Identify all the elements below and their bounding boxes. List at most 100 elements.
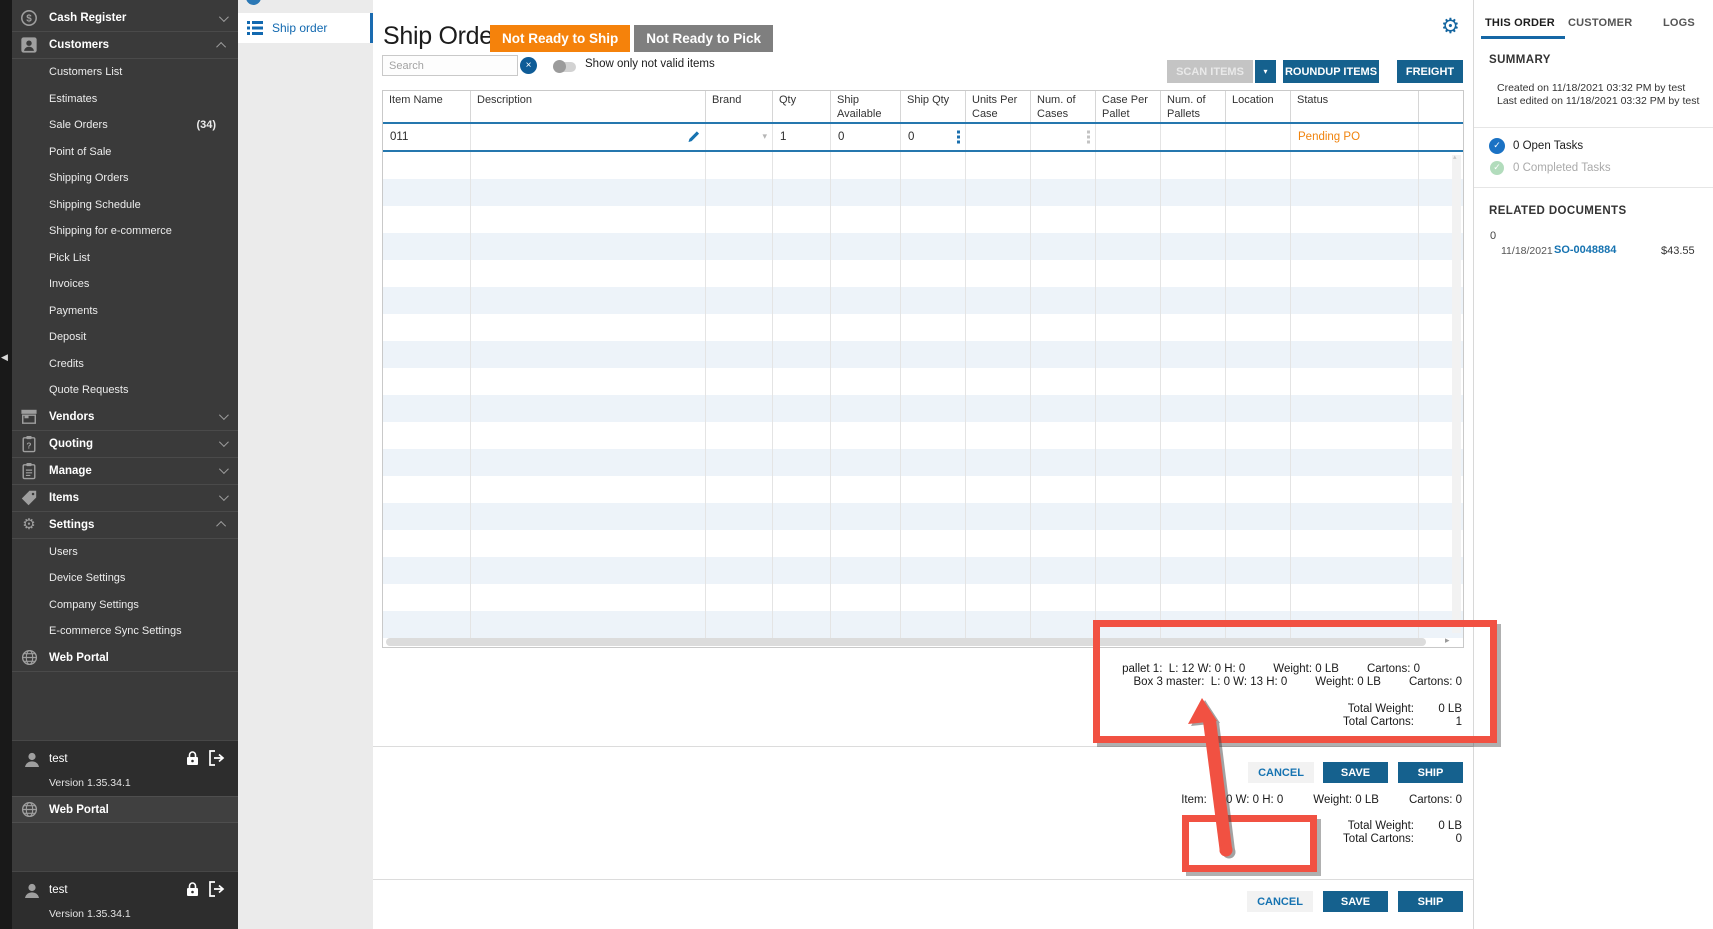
kebab-menu-icon[interactable] [957, 130, 960, 144]
ship-button[interactable]: SHIP [1398, 891, 1463, 912]
sidebar-item[interactable]: Payments [12, 298, 238, 325]
save-button[interactable]: SAVE [1323, 891, 1388, 912]
cell-ship-available[interactable]: 0 [831, 124, 901, 150]
sidebar-item[interactable]: ? Quoting [12, 431, 238, 458]
column-header[interactable]: Ship Qty [901, 91, 966, 122]
empty-table-row[interactable] [383, 422, 1463, 449]
empty-table-row[interactable] [383, 260, 1463, 287]
scroll-up-icon[interactable]: ▴ [1453, 153, 1457, 161]
cell-qty[interactable]: 1 [773, 124, 831, 150]
empty-table-row[interactable] [383, 314, 1463, 341]
save-button[interactable]: SAVE [1323, 762, 1388, 783]
sidebar-item[interactable]: Web Portal [12, 645, 238, 672]
edit-description-icon[interactable] [687, 131, 700, 144]
column-header[interactable]: Location [1226, 91, 1291, 122]
sidebar-item[interactable]: Shipping Orders [12, 165, 238, 192]
empty-table-row[interactable] [383, 530, 1463, 557]
cell-item-name[interactable]: 011 [383, 124, 471, 150]
empty-table-row[interactable] [383, 557, 1463, 584]
ship-button[interactable]: SHIP [1398, 762, 1463, 783]
empty-table-row[interactable] [383, 206, 1463, 233]
sidebar-item[interactable]: Pick List [12, 245, 238, 272]
column-header[interactable]: Case Per Pallet [1096, 91, 1161, 122]
empty-table-row[interactable] [383, 287, 1463, 314]
sidebar-item[interactable]: Customers List [12, 59, 238, 86]
empty-table-row[interactable] [383, 584, 1463, 611]
scan-items-button[interactable]: SCAN ITEMS [1167, 60, 1253, 83]
sidebar-item-web-portal[interactable]: Web Portal [12, 796, 238, 823]
scroll-right-icon[interactable]: ▸ [1445, 636, 1450, 646]
empty-table-row[interactable] [383, 152, 1463, 179]
column-header[interactable]: Units Per Case [966, 91, 1031, 122]
column-header[interactable]: Ship Available [831, 91, 901, 122]
lock-icon[interactable] [185, 750, 200, 771]
gear-icon[interactable]: ⚙ [1441, 14, 1460, 38]
cell-units-per-case[interactable] [966, 124, 1031, 150]
sidebar-item[interactable]: Vendors [12, 404, 238, 431]
tab-this-order[interactable]: THIS ORDER [1485, 17, 1555, 29]
sidebar-item[interactable]: Sale Orders (34) [12, 112, 238, 139]
sidebar-item[interactable]: Users [12, 539, 238, 566]
sidebar-item[interactable]: Estimates [12, 86, 238, 113]
sidebar-item[interactable]: Manage [12, 458, 238, 485]
search-input[interactable] [382, 55, 518, 76]
empty-table-row[interactable] [383, 368, 1463, 395]
horizontal-scrollbar[interactable] [386, 638, 1426, 646]
collapse-sidebar-arrow-icon[interactable]: ◀ [1, 352, 8, 362]
logout-icon[interactable] [208, 881, 225, 902]
scan-items-dropdown-button[interactable]: ▾ [1255, 60, 1276, 83]
cancel-button[interactable]: CANCEL [1248, 762, 1314, 783]
empty-table-row[interactable] [383, 395, 1463, 422]
document-link[interactable]: SO-0048884 [1554, 244, 1617, 256]
cell-case-per-pallet[interactable] [1096, 124, 1161, 150]
empty-table-row[interactable] [383, 503, 1463, 530]
cell-num-of-pallets[interactable] [1161, 124, 1226, 150]
empty-table-row[interactable] [383, 449, 1463, 476]
roundup-items-button[interactable]: ROUNDUP ITEMS [1283, 60, 1379, 83]
sidebar-item[interactable]: $ Cash Register [12, 5, 238, 32]
sidebar-item[interactable]: E-commerce Sync Settings [12, 618, 238, 645]
empty-table-row[interactable] [383, 233, 1463, 260]
sidebar-item[interactable]: Invoices [12, 271, 238, 298]
empty-table-row[interactable] [383, 179, 1463, 206]
cell-ship-qty[interactable]: 0 [901, 124, 966, 150]
sidebar-item[interactable]: Items [12, 485, 238, 512]
empty-table-row[interactable] [383, 611, 1463, 638]
tab-customer[interactable]: CUSTOMER [1568, 17, 1633, 29]
clear-search-icon[interactable]: × [520, 57, 537, 74]
sidebar-item[interactable]: ⚙ Settings [12, 512, 238, 539]
lock-icon[interactable] [185, 881, 200, 902]
column-header[interactable]: Qty [773, 91, 831, 122]
cell-description[interactable] [471, 124, 706, 150]
sidebar-item[interactable]: Deposit [12, 324, 238, 351]
tab-logs[interactable]: LOGS [1663, 17, 1695, 29]
vertical-scrollbar[interactable]: ▴ [1452, 153, 1461, 633]
column-header[interactable]: Description [471, 91, 706, 122]
not-valid-items-toggle[interactable] [553, 60, 576, 73]
table-row-selected[interactable]: 011 ▾ 1 0 0 [383, 124, 1463, 152]
column-header[interactable]: Num. of Pallets [1161, 91, 1226, 122]
sidebar-item[interactable]: Company Settings [12, 592, 238, 619]
cell-brand[interactable]: ▾ [706, 124, 773, 150]
column-header[interactable]: Brand [706, 91, 773, 122]
completed-tasks-label[interactable]: 0 Completed Tasks [1513, 162, 1611, 174]
sidebar-item[interactable]: Shipping Schedule [12, 192, 238, 219]
column-header[interactable]: Status [1291, 91, 1419, 122]
cancel-button[interactable]: CANCEL [1247, 891, 1313, 912]
open-tasks-label[interactable]: 0 Open Tasks [1513, 140, 1584, 152]
tab-ship-order[interactable]: Ship order [238, 13, 373, 43]
sidebar-item[interactable]: Customers [12, 32, 238, 59]
caret-down-icon[interactable]: ▾ [762, 132, 767, 142]
cell-num-of-cases[interactable] [1031, 124, 1096, 150]
logout-icon[interactable] [208, 750, 225, 771]
sidebar-item[interactable]: Shipping for e-commerce [12, 218, 238, 245]
sidebar-item[interactable]: Point of Sale [12, 139, 238, 166]
sidebar-item[interactable]: Credits [12, 351, 238, 378]
sidebar-item[interactable]: Quote Requests [12, 377, 238, 404]
freight-button[interactable]: FREIGHT [1397, 60, 1463, 83]
sidebar-item[interactable]: Device Settings [12, 565, 238, 592]
kebab-menu-icon[interactable] [1087, 130, 1090, 144]
empty-table-row[interactable] [383, 476, 1463, 503]
cell-location[interactable] [1226, 124, 1291, 150]
empty-table-row[interactable] [383, 341, 1463, 368]
